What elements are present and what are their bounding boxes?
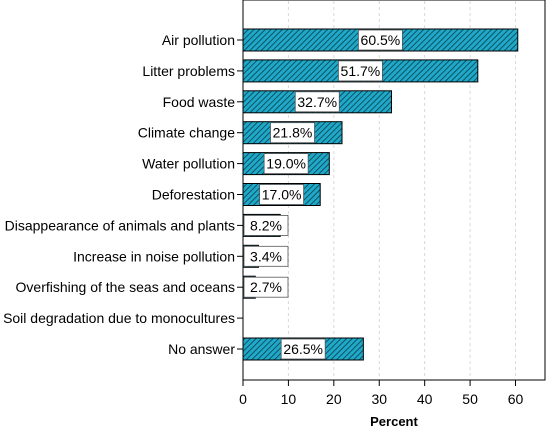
data-label-box bbox=[270, 122, 315, 144]
category-label: No answer bbox=[168, 341, 235, 357]
x-tick-label: 40 bbox=[417, 391, 433, 407]
data-label: 19.0% bbox=[266, 156, 306, 172]
category-label: Litter problems bbox=[142, 63, 235, 79]
category-label: Food waste bbox=[163, 94, 236, 110]
data-label: 60.5% bbox=[361, 32, 401, 48]
data-label-box bbox=[243, 214, 289, 236]
category-label: Soil degradation due to monocultures bbox=[3, 310, 235, 326]
data-label-box bbox=[280, 338, 326, 360]
x-tick-label: 10 bbox=[281, 391, 297, 407]
x-axis-title: Percent bbox=[370, 414, 418, 429]
data-label: 8.2% bbox=[250, 217, 282, 233]
data-label: 21.8% bbox=[273, 125, 313, 141]
data-label-box bbox=[357, 29, 403, 51]
x-tick-label: 50 bbox=[462, 391, 478, 407]
data-label-box bbox=[243, 276, 289, 298]
data-label: 51.7% bbox=[341, 63, 381, 79]
data-label-box bbox=[259, 184, 305, 205]
data-label: 26.5% bbox=[283, 341, 323, 357]
category-label: Climate change bbox=[138, 125, 235, 141]
data-label-box bbox=[263, 153, 309, 175]
category-label: Air pollution bbox=[162, 32, 235, 48]
bars: 60.5% 51.7%32.7% 21.8% 19.0% 17.0% 8.2% 3.4% 2.… bbox=[242, 28, 519, 361]
category-label: Deforestation bbox=[152, 187, 235, 203]
category-label: Increase in noise pollution bbox=[73, 248, 235, 264]
x-tick-label: 20 bbox=[326, 391, 342, 407]
data-label-box bbox=[243, 245, 289, 267]
data-label: 17.0% bbox=[262, 187, 302, 203]
category-label: Water pollution bbox=[142, 156, 235, 172]
x-tick-label: 60 bbox=[508, 391, 524, 407]
x-tick-label: 0 bbox=[239, 391, 247, 407]
x-axis-ticks: 0 10 20 30 40 50 60 bbox=[239, 380, 523, 407]
data-label: 3.4% bbox=[250, 248, 282, 264]
data-label: 2.7% bbox=[250, 279, 282, 295]
category-labels: Air pollution Litter problems Food waste Cl… bbox=[3, 32, 243, 357]
x-tick-label: 30 bbox=[371, 391, 387, 407]
data-label-box bbox=[338, 60, 383, 82]
category-label: Overfishing of the seas and oceans bbox=[16, 279, 235, 295]
data-label: 32.7% bbox=[297, 94, 337, 110]
data-label-box bbox=[294, 91, 340, 113]
category-label: Disappearance of animals and plants bbox=[5, 217, 235, 233]
